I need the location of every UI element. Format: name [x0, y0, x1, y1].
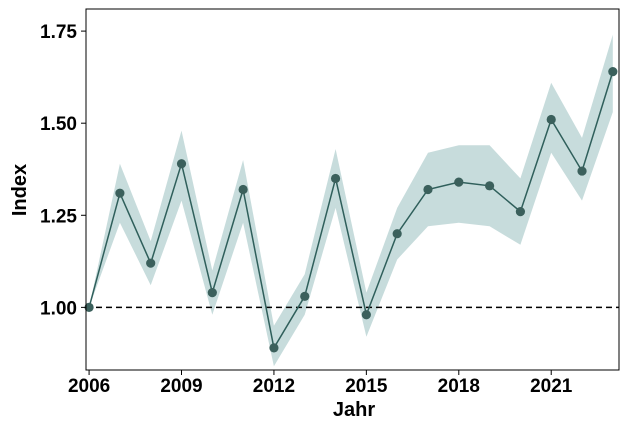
data-point [546, 114, 556, 125]
data-point [146, 258, 156, 268]
data-point [207, 288, 217, 298]
x-tick-label: 2012 [253, 376, 295, 397]
plot-frame [85, 8, 620, 371]
x-tick-label: 2018 [438, 376, 480, 397]
x-tick-label: 2015 [345, 376, 388, 397]
data-point [269, 343, 279, 353]
x-tick-label: 2021 [530, 376, 573, 397]
data-point [608, 67, 618, 77]
y-axis-ticks: 1.00 1.25 1.50 1.75 [40, 22, 86, 319]
x-axis-title: Jahr [333, 399, 375, 421]
data-point [515, 207, 526, 217]
data-point [392, 229, 402, 239]
data-point [423, 184, 433, 195]
data-point [485, 181, 495, 191]
data-point [84, 302, 94, 312]
y-axis-title: Index [9, 164, 31, 216]
data-point [361, 310, 371, 320]
data-point-layer [84, 67, 618, 353]
data-point [330, 173, 341, 184]
y-tick-label: 1.75 [40, 22, 77, 43]
plot-frame-layer [85, 8, 620, 371]
series-line [88, 71, 614, 350]
confidence-band-layer [89, 34, 613, 367]
x-axis-ticks: 2006 2009 2012 2015 2018 2021 [68, 370, 573, 397]
data-point [238, 184, 248, 195]
data-point [176, 159, 187, 169]
y-tick-label: 1.50 [40, 114, 77, 135]
y-tick-label: 1.25 [40, 206, 77, 227]
series-line-layer [88, 71, 614, 350]
y-tick-label: 1.00 [40, 298, 77, 319]
data-point [454, 177, 464, 187]
data-point [300, 291, 310, 301]
x-tick-label: 2009 [160, 376, 202, 397]
confidence-band [89, 34, 613, 367]
x-tick-label: 2006 [68, 376, 110, 397]
data-point [115, 188, 125, 198]
data-point [577, 166, 587, 176]
